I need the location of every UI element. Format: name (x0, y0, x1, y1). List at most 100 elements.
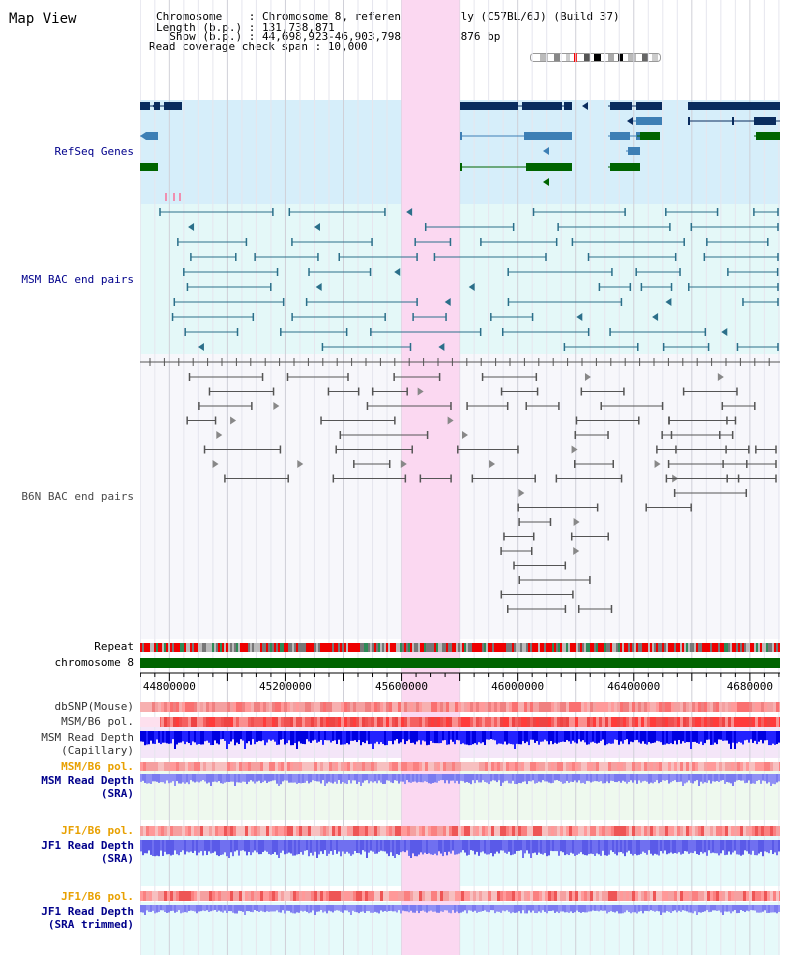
dbsnp-cell (635, 702, 638, 712)
jf1-sra-depth-bar (184, 840, 186, 855)
jf1-sra-depth-bar (222, 840, 224, 855)
msm-cap-depth-bar (140, 731, 142, 742)
jf1-pol-cell (233, 826, 236, 836)
msm-bac-track[interactable] (159, 208, 779, 351)
jf1-trim-depth-bar (506, 905, 508, 911)
msm-cap-depth-bar (516, 731, 518, 744)
repeat-element (172, 643, 174, 652)
jf1-pol-cell (719, 826, 722, 836)
msm-sra-depth-bar (354, 774, 356, 781)
msm-sra-depth-bar (670, 774, 672, 783)
jf1-trim-pol-cell (683, 891, 686, 901)
jf1-trim-depth-bar (606, 905, 608, 914)
msm-cap-depth-bar (320, 731, 322, 740)
jf1-trim-pol-cell (254, 891, 257, 901)
jf1-trim-depth-bar (724, 905, 726, 912)
msm-pol-cell (728, 717, 731, 727)
msm-cap-depth-bar (642, 731, 644, 742)
msm-cap-depth-bar (696, 731, 698, 743)
msm-sra-depth-bar (562, 774, 564, 784)
jf1-pol-cell (677, 826, 680, 836)
dbsnp-cell (524, 702, 527, 712)
jf1-trim-depth-bar (494, 905, 496, 914)
jf1-trim-pol-cell (233, 891, 236, 901)
jf1-sra-depth-bar (428, 840, 430, 854)
refseq-genes-track[interactable] (140, 102, 780, 201)
b6n-bac-track[interactable] (140, 358, 780, 613)
msm-cap-depth-bar (304, 731, 306, 745)
msm-cap-depth-bar (526, 731, 528, 742)
dbsnp-cell (257, 702, 260, 712)
jf1-trim-depth-bar (760, 905, 762, 913)
dbsnp-cell (239, 702, 242, 712)
msm-pol-cell (173, 717, 176, 727)
jf1-pol-cell (437, 826, 440, 836)
msm-cap-depth-bar (296, 731, 298, 749)
repeat-element (298, 643, 300, 652)
jf1-trim-pol-cell (695, 891, 698, 901)
repeat-track[interactable] (140, 643, 780, 652)
genome-tracks[interactable]: 44800000 45200000 45600000 46000000 46400000… (140, 0, 780, 955)
msm-sra-depth-bar (614, 774, 616, 783)
jf1-sra-depth-bar (448, 840, 450, 852)
repeat-element (304, 643, 306, 652)
msm-sra-depth-bar (216, 774, 218, 783)
dbsnp-cell (143, 702, 146, 712)
msm-bac-end (576, 313, 583, 321)
msm-pol-cell (749, 717, 752, 727)
msm-pol-cell (635, 717, 638, 727)
refseq-gene-exon (564, 132, 572, 140)
msm-sra-depth-bar (754, 774, 756, 784)
jf1-trim-pol-cell (776, 891, 779, 901)
msm-sra-depth-bar (764, 774, 766, 782)
repeat-element (386, 643, 388, 652)
dbsnp-cell (470, 702, 473, 712)
jf1-pol-cell (164, 826, 167, 836)
repeat-element (354, 643, 356, 652)
msm-sra-depth-bar (654, 774, 656, 782)
jf1-trim-pol-cell (173, 891, 176, 901)
repeat-element (260, 643, 262, 652)
msm-pol-cell (359, 717, 362, 727)
repeat-element (308, 643, 310, 652)
msm-pol-cell (164, 717, 167, 727)
msm-cap-depth-bar (660, 731, 662, 743)
jf1-pol-cell (566, 826, 569, 836)
msm-cap-depth-bar (208, 731, 210, 743)
dbsnp-cell (641, 702, 644, 712)
msm-pol-cell (452, 717, 455, 727)
repeat-element (542, 643, 544, 652)
msm-sra-depth-bar (656, 774, 658, 781)
dbsnp-cell (494, 702, 497, 712)
msm-pol-cell (677, 717, 680, 727)
msm-sra-depth-bar (466, 774, 468, 783)
highlight-region[interactable] (401, 0, 460, 955)
jf1-sra-depth-bar (492, 840, 494, 857)
msm-cap-depth-bar (574, 731, 576, 743)
repeat-element (592, 643, 594, 652)
jf1-trim-pol-cell (512, 891, 515, 901)
msm-cap-depth-bar (224, 731, 226, 741)
msm-sra-pol-cell (425, 762, 428, 771)
msm-cap-depth-bar (218, 731, 220, 745)
polymorphism-tracks[interactable] (140, 702, 780, 915)
msm-sra-depth-bar (240, 774, 242, 783)
msm-sra-pol-cell (773, 762, 776, 771)
jf1-pol-cell (452, 826, 455, 836)
dbsnp-cell (221, 702, 224, 712)
refseq-genes-label: RefSeq Genes (54, 145, 134, 158)
jf1-sra-depth-bar (490, 840, 492, 854)
msm-sra-depth-bar (312, 774, 314, 781)
dbsnp-cell (152, 702, 155, 712)
msm-sra-depth-bar (322, 774, 324, 781)
dbsnp-cell (383, 702, 386, 712)
dbsnp-cell (314, 702, 317, 712)
jf1-trim-depth-bar (152, 905, 154, 911)
jf1-sra-depth-bar (606, 840, 608, 856)
msm-sra-depth-bar (152, 774, 154, 782)
jf1-sra-depth-bar (470, 840, 472, 851)
msm-sra-pol-cell (515, 762, 518, 771)
axis-tick-label: 44800000 (143, 680, 196, 693)
dbsnp-cell (401, 702, 404, 712)
msm-sra-depth-bar (494, 774, 496, 781)
